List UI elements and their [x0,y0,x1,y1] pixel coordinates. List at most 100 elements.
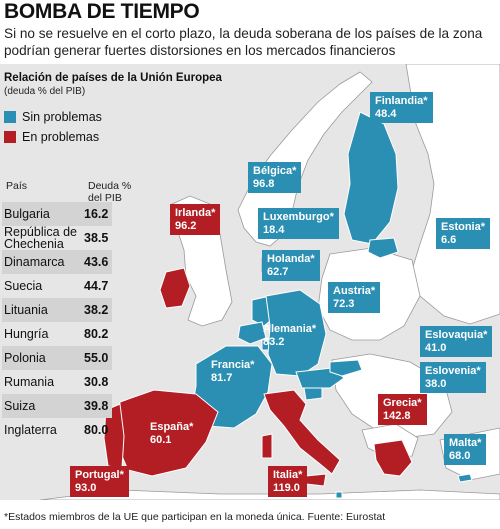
legend-swatch-blue [4,111,16,123]
callout-grecia: Grecia* 142.8 [378,394,427,425]
row-country: Rumania [4,375,55,389]
callout-italia: Italia* 119.0 [268,466,308,497]
row-value: 44.7 [84,279,109,293]
row-value: 30.8 [84,375,109,389]
callout-name: Eslovenia* [425,365,481,377]
country-germany [265,289,327,377]
callout-name: Alemania* [263,323,317,335]
country-cyprus [457,473,473,483]
country-greece [373,439,413,477]
row-value: 43.6 [84,255,109,269]
callout-name: Holanda* [267,253,315,265]
table-row: Suiza 39.8 [2,394,112,418]
landmass-scandinavia [237,71,373,247]
legend-title: Relación de países de la Unión Europea [4,72,222,84]
country-slovakia [329,359,363,377]
callout-eslovenia: Eslovenia* 38.0 [420,362,486,393]
callout-name: Portugal* [75,469,124,481]
callout-value: 60.1 [150,433,172,446]
row-country: Polonia [4,351,46,365]
row-country: Suiza [4,399,36,413]
callout-holanda: Holanda* 62.7 [262,250,320,281]
country-estonia [367,237,399,259]
callout-belgica: Bélgica* 96.8 [248,162,302,193]
callout-value: 41.0 [425,341,447,354]
table-header-debt: Deuda % del PIB [88,180,132,204]
callout-estonia: Estonia* 6.6 [436,218,491,249]
legend-item-en-problemas: En problemas [4,130,99,144]
callout-eslovaquia: Eslovaquia* 41.0 [420,326,493,357]
legend-item-sin-problemas: Sin problemas [4,110,102,124]
row-value: 38.5 [84,231,109,245]
row-value: 16.2 [84,207,109,221]
country-sicily [305,473,327,487]
row-country: Inglaterra [4,423,57,437]
callout-name: España* [150,421,194,433]
callout-name: Irlanda* [175,207,216,219]
row-value: 80.0 [84,423,109,437]
row-country: República de Chechenia [4,225,77,251]
callout-value: 96.8 [253,177,275,190]
callout-value: 96.2 [175,219,197,232]
table-row: Rumania 30.8 [2,370,112,394]
table-row: Bulgaria 16.2 [2,202,112,226]
callout-value: 119.0 [273,481,300,494]
country-ireland [159,267,191,309]
table-header-country: País [6,180,28,192]
legend-label: En problemas [22,130,100,144]
table-row: República de Chechenia 38.5 [2,225,112,251]
row-value: 38.2 [84,303,109,317]
callout-francia: Francia* 81.7 [206,356,259,387]
row-value: 80.2 [84,327,109,341]
callout-name: Luxemburgo* [263,211,334,223]
callout-value: 142.8 [383,409,411,422]
callout-name: Italia* [273,469,303,481]
callout-value: 48.4 [375,107,397,120]
legend-subtitle: (deuda % del PIB) [4,86,86,97]
table-row: Suecia 44.7 [2,274,112,298]
legend-label: Sin problemas [22,110,102,124]
callout-espana: España* 60.1 [145,418,198,449]
callout-name: Austria* [333,285,376,297]
footnote: *Estados miembros de la UE que participa… [4,511,386,523]
row-country: Hungría [4,327,49,341]
country-italy [263,389,341,475]
country-belgium [237,321,267,345]
callout-value: 6.6 [441,233,457,246]
headline: BOMBA DE TIEMPO [4,0,200,23]
callout-portugal: Portugal* 93.0 [70,466,129,497]
callout-value: 18.4 [263,223,285,236]
row-country: Lituania [4,303,48,317]
country-sardinia [261,433,273,459]
row-country: Dinamarca [4,255,65,269]
callout-value: 93.0 [75,481,97,494]
callout-luxemburgo: Luxemburgo* 18.4 [258,208,339,239]
table-row: Hungría 80.2 [2,322,112,346]
country-slovenia [303,387,323,401]
callout-value: 62.7 [267,265,289,278]
row-country: Bulgaria [4,207,50,221]
callout-name: Finlandia* [375,95,428,107]
callout-name: Estonia* [441,221,486,233]
callout-value: 68.0 [449,449,471,462]
callout-name: Bélgica* [253,165,297,177]
callout-malta: Malta* 68.0 [444,434,487,465]
callout-name: Grecia* [383,397,422,409]
country-finland [343,111,399,245]
table-row: Inglaterra 80.0 [2,418,112,442]
legend-swatch-red [4,131,16,143]
callout-finlandia: Finlandia* 48.4 [370,92,433,123]
callout-name: Malta* [449,437,482,449]
country-malta [335,491,343,499]
callout-alemania: Alemania* 83.2 [258,320,321,351]
callout-name: Eslovaquia* [425,329,488,341]
table-row: Lituania 38.2 [2,298,112,322]
row-value: 55.0 [84,351,109,365]
callout-value: 81.7 [211,371,233,384]
row-country: Suecia [4,279,43,293]
table-row: Polonia 55.0 [2,346,112,370]
callout-value: 38.0 [425,377,447,390]
callout-value: 72.3 [333,297,355,310]
lede-text: Si no se resuelve en el corto plazo, la … [4,26,483,58]
callout-austria: Austria* 72.3 [328,282,381,313]
